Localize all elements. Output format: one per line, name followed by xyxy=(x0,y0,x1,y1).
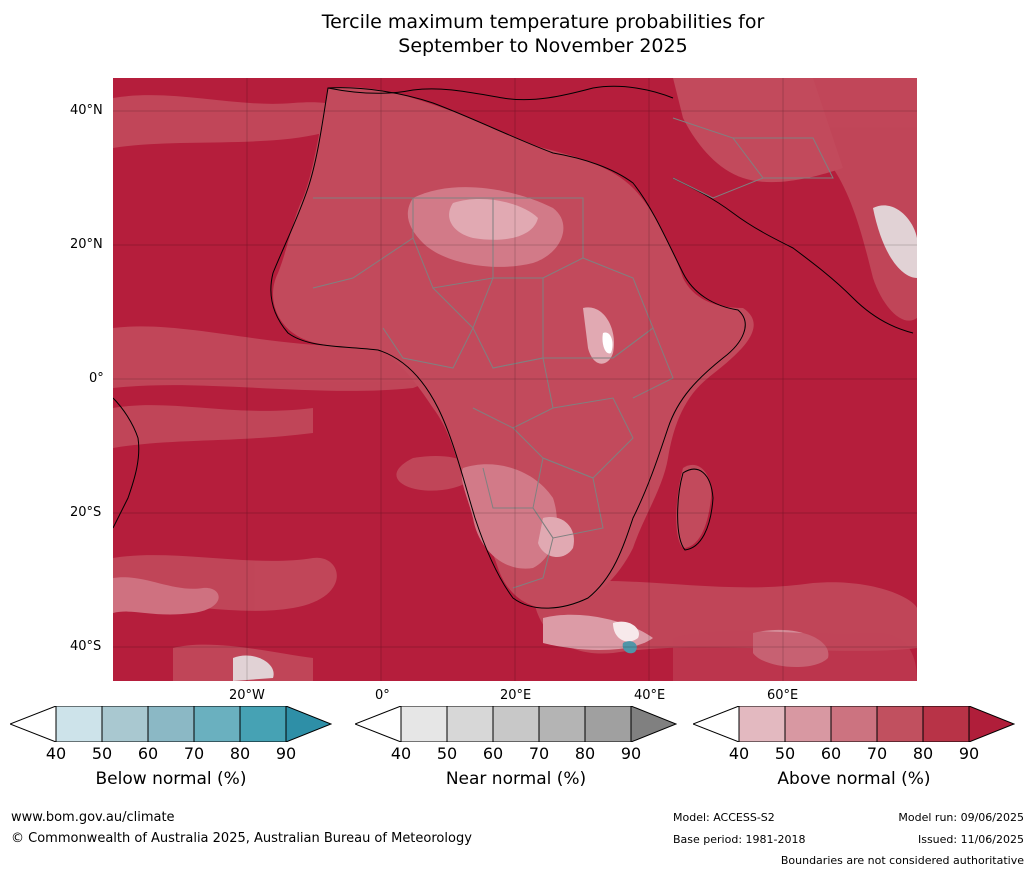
lat-label-20s: 20°S xyxy=(70,505,102,520)
tick-label: 40 xyxy=(728,744,750,763)
cbar-near-min-triangle xyxy=(355,706,402,742)
tick-label: 90 xyxy=(275,744,297,763)
title-line-2: September to November 2025 xyxy=(398,35,688,57)
ocean-shading xyxy=(113,78,917,681)
lat-label-40s: 40°S xyxy=(70,639,102,654)
lon-label-60e: 60°E xyxy=(767,688,799,703)
cbar-below-min-triangle xyxy=(10,706,57,742)
cbar-near-swatch xyxy=(400,706,448,742)
cbar-above-title: Above normal (%) xyxy=(777,769,931,789)
base-period-text: Base period: 1981-2018 xyxy=(673,833,806,846)
lon-label-20w: 20°W xyxy=(229,688,265,703)
tick-label: 40 xyxy=(45,744,67,763)
coastlines xyxy=(113,85,914,609)
website-link[interactable]: www.bom.gov.au/climate xyxy=(11,810,175,825)
tick-label: 60 xyxy=(137,744,159,763)
disclaimer-text: Boundaries are not considered authoritat… xyxy=(780,854,1024,867)
map-title: Tercile maximum temperature probabilitie… xyxy=(0,10,1035,58)
issued-text: Issued: 11/06/2025 xyxy=(917,833,1024,846)
tick-label: 50 xyxy=(436,744,458,763)
tick-label: 70 xyxy=(183,744,205,763)
tick-label: 80 xyxy=(574,744,596,763)
cbar-above-swatch xyxy=(784,706,832,742)
cbar-above-swatch xyxy=(876,706,924,742)
lon-label-0: 0° xyxy=(375,688,390,703)
graticule xyxy=(113,78,917,681)
tick-label: 80 xyxy=(912,744,934,763)
cbar-below-swatch xyxy=(101,706,149,742)
cbar-near-swatch xyxy=(492,706,540,742)
cbar-above-max-triangle xyxy=(968,706,1015,742)
cbar-near-swatch xyxy=(538,706,586,742)
tick-label: 60 xyxy=(482,744,504,763)
probability-map xyxy=(113,78,917,681)
model-text: Model: ACCESS-S2 xyxy=(673,811,775,824)
cbar-below-swatch xyxy=(193,706,241,742)
lat-label-20n: 20°N xyxy=(70,237,103,252)
lat-label-eq: 0° xyxy=(89,371,104,386)
colorbar-near-normal xyxy=(355,706,677,742)
copyright-text: © Commonwealth of Australia 2025, Austra… xyxy=(11,831,472,846)
cbar-near-title: Near normal (%) xyxy=(445,769,587,789)
tick-label: 50 xyxy=(774,744,796,763)
cbar-below-max-triangle xyxy=(285,706,332,742)
tick-label: 80 xyxy=(229,744,251,763)
cbar-below-swatch xyxy=(239,706,287,742)
cbar-above-swatch xyxy=(830,706,878,742)
model-run-text: Model run: 09/06/2025 xyxy=(898,811,1024,824)
cbar-near-swatch xyxy=(446,706,494,742)
tick-label: 60 xyxy=(820,744,842,763)
cbar-below-swatch xyxy=(147,706,195,742)
cbar-above-min-triangle xyxy=(693,706,740,742)
lon-label-20e: 20°E xyxy=(500,688,532,703)
lat-label-40n: 40°N xyxy=(70,103,103,118)
tick-label: 40 xyxy=(390,744,412,763)
cbar-near-swatch xyxy=(584,706,632,742)
colorbar-above-normal xyxy=(693,706,1015,742)
tick-label: 90 xyxy=(620,744,642,763)
country-borders xyxy=(312,117,834,589)
title-line-1: Tercile maximum temperature probabilitie… xyxy=(321,11,765,33)
tick-label: 70 xyxy=(866,744,888,763)
cbar-above-swatch xyxy=(738,706,786,742)
cbar-below-title: Below normal (%) xyxy=(95,769,247,789)
tick-label: 50 xyxy=(91,744,113,763)
cbar-below-swatch xyxy=(55,706,103,742)
tick-label: 70 xyxy=(528,744,550,763)
lon-label-40e: 40°E xyxy=(634,688,666,703)
cbar-above-swatch xyxy=(922,706,970,742)
cbar-near-max-triangle xyxy=(630,706,677,742)
colorbar-below-normal xyxy=(10,706,332,742)
tick-label: 90 xyxy=(958,744,980,763)
